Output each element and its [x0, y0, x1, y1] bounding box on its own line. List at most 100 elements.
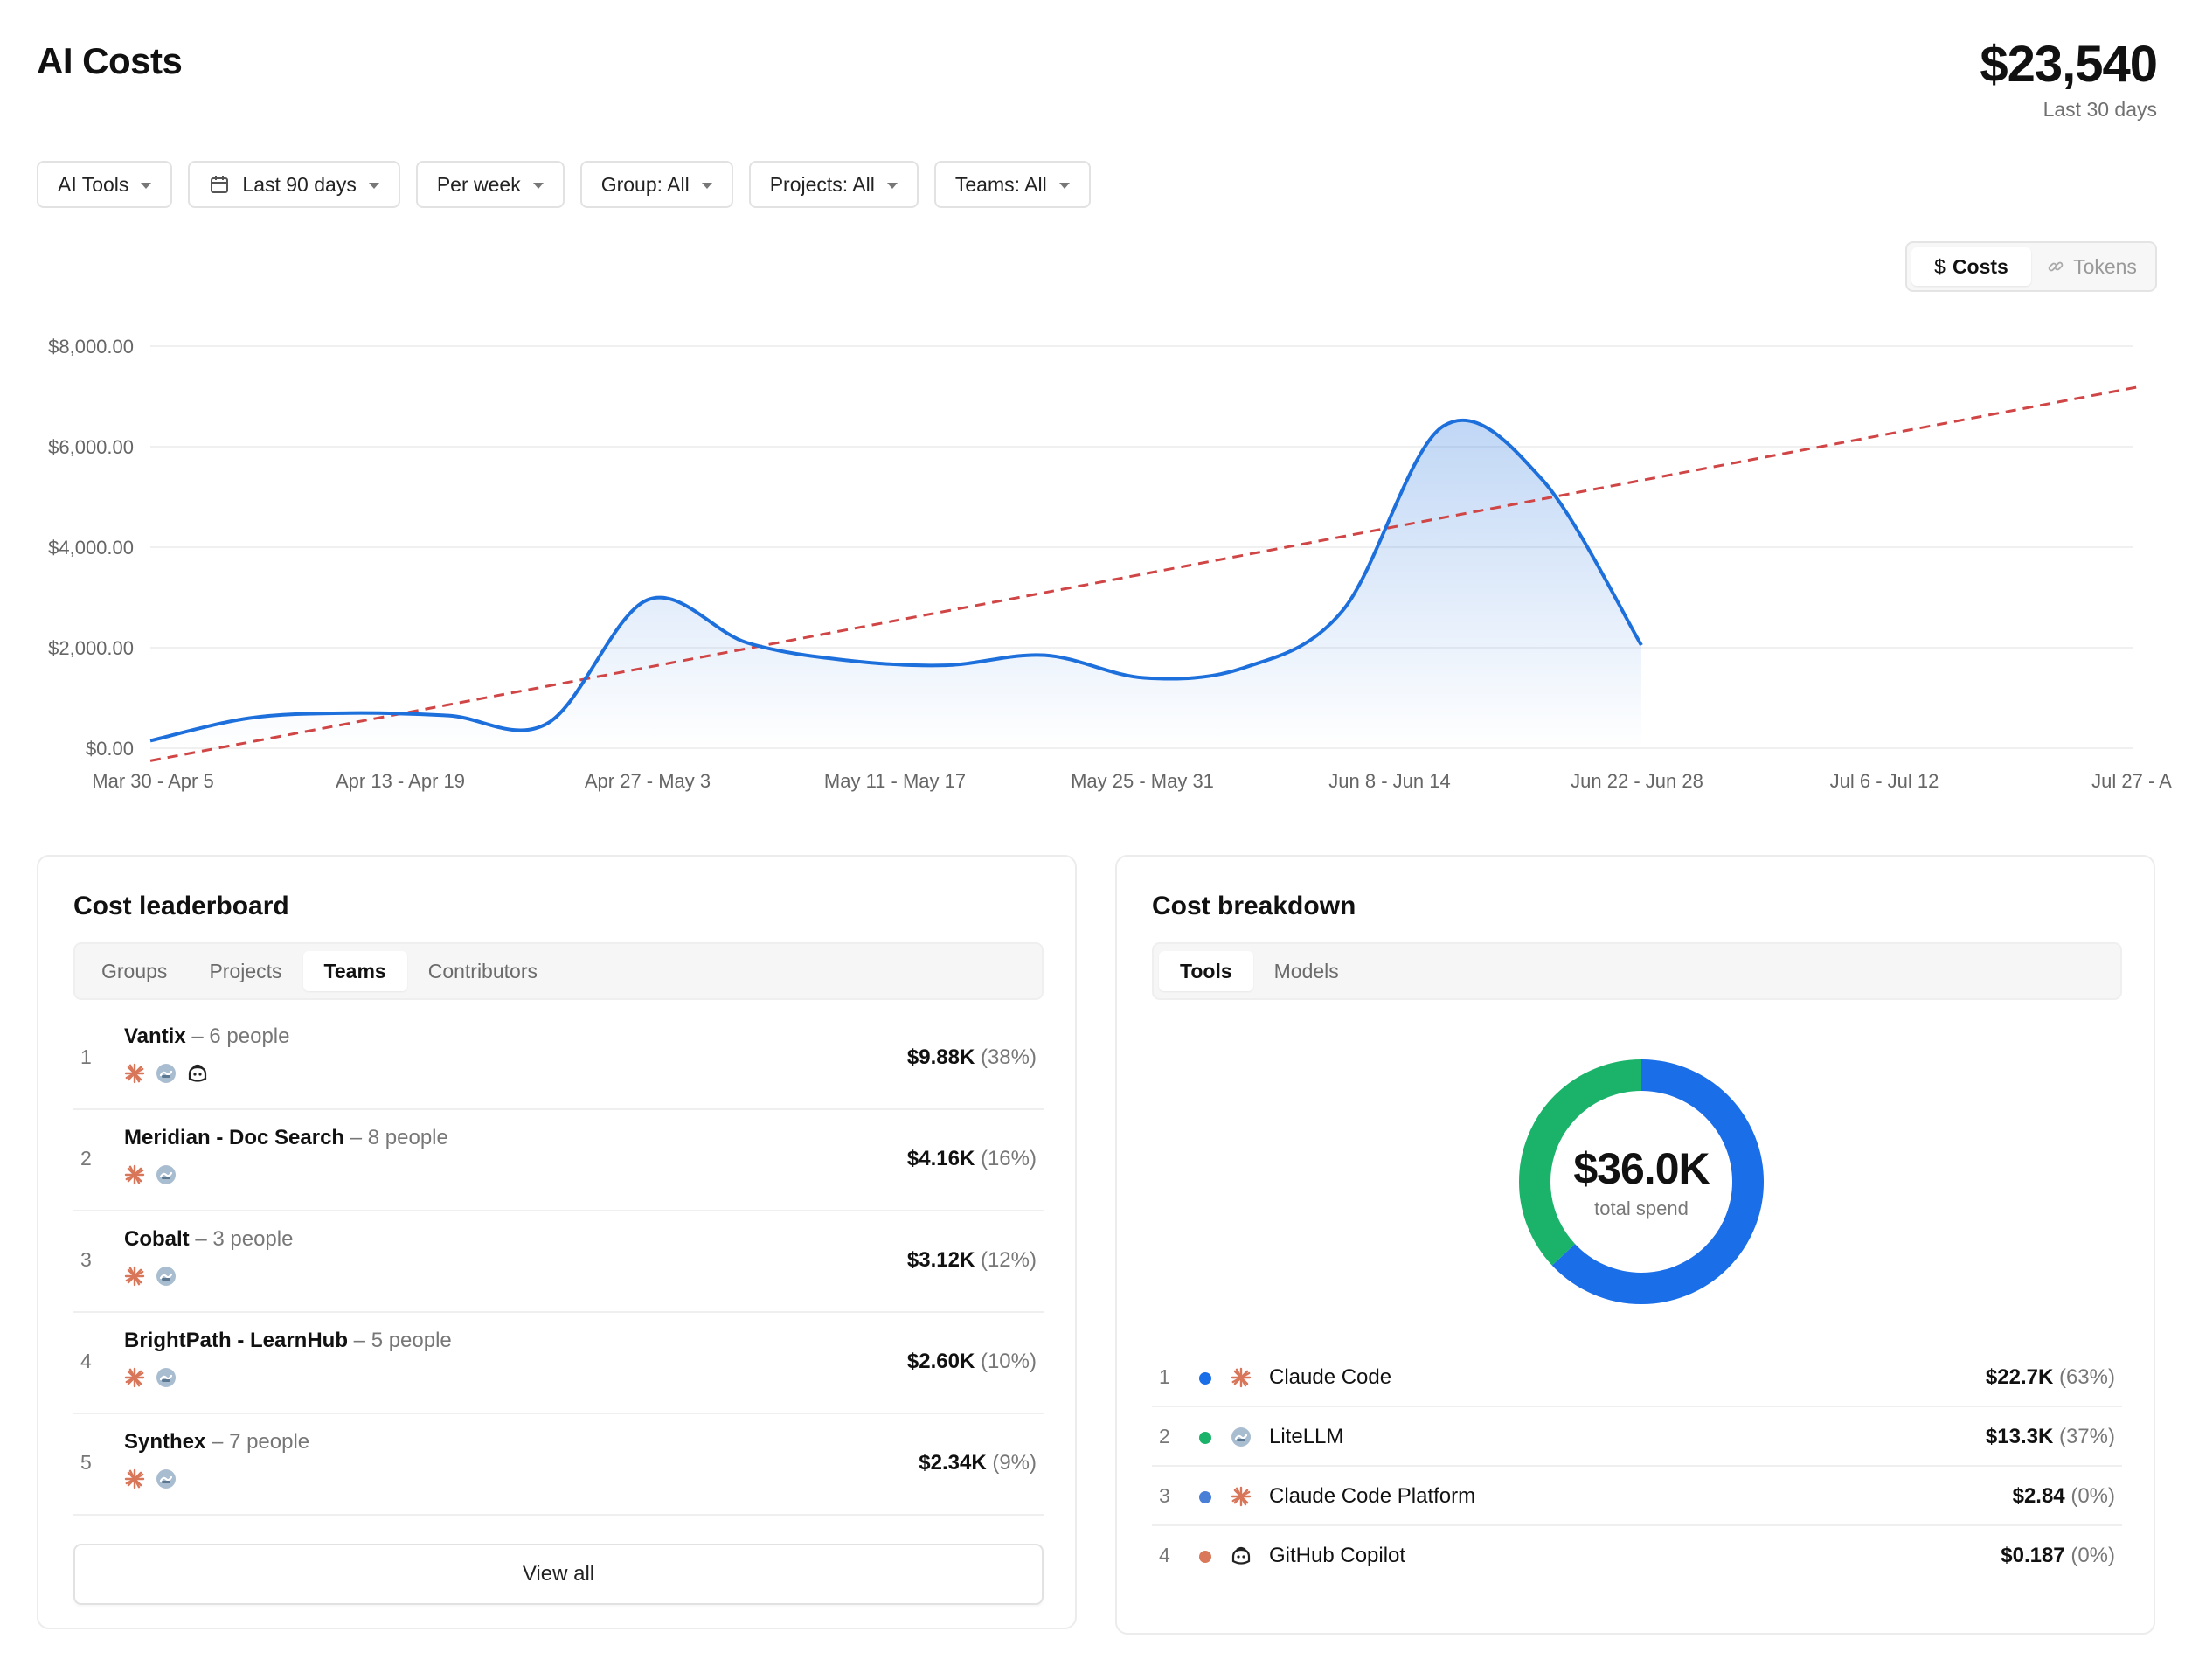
leaderboard-row[interactable]: 5 Synthex – 7 people $2.34K (9%): [73, 1414, 1044, 1516]
filter-granularity[interactable]: Per week: [415, 161, 565, 208]
cost-percent: (10%): [980, 1350, 1037, 1373]
row-team: Cobalt – 3 people: [124, 1227, 293, 1252]
claude-icon: [124, 1164, 145, 1185]
filter-group[interactable]: Group: All: [579, 161, 733, 208]
toggle-costs[interactable]: $ Costs: [1911, 247, 2031, 286]
team-people: – 3 people: [195, 1227, 294, 1251]
litellm-icon: [1231, 1427, 1252, 1447]
x-tick-label: Jun 8 - Jun 14: [1328, 770, 1450, 792]
x-tick-label: May 25 - May 31: [1071, 770, 1214, 792]
row-cost: $13.3K (37%): [1986, 1425, 2115, 1449]
breakdown-row[interactable]: 1 Claude Code $22.7K (63%): [1152, 1348, 2122, 1407]
tool-name: Claude Code: [1269, 1365, 1392, 1389]
leaderboard-row[interactable]: 3 Cobalt – 3 people $3.12K (12%): [73, 1211, 1044, 1313]
page-title: AI Costs: [37, 40, 183, 81]
cost-percent: (12%): [980, 1248, 1037, 1272]
total-cost-value: $23,540: [1980, 36, 2158, 93]
copilot-icon: [187, 1063, 208, 1084]
team-name: Meridian - Doc Search: [124, 1126, 345, 1149]
row-cost: $3.12K (12%): [907, 1248, 1037, 1273]
team-people: – 8 people: [350, 1126, 448, 1149]
tool-icons: [124, 1468, 177, 1489]
toggle-tokens[interactable]: Tokens: [2031, 247, 2151, 286]
link-icon: [2045, 256, 2066, 277]
breakdown-row[interactable]: 3 Claude Code Platform $2.84 (0%): [1152, 1467, 2122, 1526]
claude-icon: [1231, 1367, 1252, 1388]
row-cost: $4.16K (16%): [907, 1147, 1037, 1171]
claude-icon: [124, 1468, 145, 1489]
x-tick-label: Jul 6 - Jul 12: [1830, 770, 1939, 792]
cost-area: [150, 420, 1641, 748]
tab-groups[interactable]: Groups: [101, 959, 168, 982]
x-tick-label: Apr 27 - May 3: [585, 770, 711, 792]
cost-percent: (0%): [2071, 1544, 2115, 1567]
claude-icon: [124, 1266, 145, 1287]
leaderboard-row[interactable]: 4 BrightPath - LearnHub – 5 people $2.60…: [73, 1313, 1044, 1414]
cost-value: $13.3K: [1985, 1425, 2054, 1448]
cost-percent: (37%): [2058, 1425, 2115, 1448]
total-spend-label: total spend: [1594, 1198, 1689, 1219]
cost-breakdown-card: Cost breakdown Tools Models $36.0K total…: [1115, 855, 2155, 1635]
row-cost: $2.60K (10%): [907, 1350, 1037, 1374]
filter-label: Teams: All: [954, 172, 1047, 196]
row-rank: 2: [1159, 1425, 1170, 1447]
breakdown-row[interactable]: 2 LiteLLM $13.3K (37%): [1152, 1407, 2122, 1467]
dollar-icon: $: [1934, 254, 1946, 278]
tab-teams[interactable]: Teams: [302, 951, 407, 991]
x-tick-label: Apr 13 - Apr 19: [336, 770, 465, 792]
tool-icons: [124, 1367, 177, 1388]
row-rank: 4: [1159, 1544, 1170, 1566]
breakdown-tabs: Tools Models: [1152, 942, 2122, 1000]
filter-label: Projects: All: [769, 172, 875, 196]
x-tick-label: May 11 - May 17: [824, 770, 966, 792]
row-team: Synthex – 7 people: [124, 1430, 309, 1454]
tab-contributors[interactable]: Contributors: [427, 959, 538, 982]
row-cost: $2.34K (9%): [919, 1451, 1037, 1475]
cost-value: $2.34K: [919, 1451, 987, 1475]
row-cost: $2.84 (0%): [2013, 1484, 2115, 1509]
row-rank: 1: [80, 1045, 92, 1068]
donut-segment: [1519, 1059, 1764, 1304]
filter-ai-tools[interactable]: AI Tools: [37, 161, 173, 208]
tool-icons: [124, 1164, 177, 1185]
team-name: BrightPath - LearnHub: [124, 1329, 348, 1352]
legend-dot: [1199, 1432, 1211, 1444]
team-name: Vantix: [124, 1024, 186, 1048]
chevron-down-icon: [701, 182, 712, 189]
cost-percent: (63%): [2058, 1365, 2115, 1389]
view-all-button[interactable]: View all: [73, 1544, 1044, 1605]
x-tick-label: Mar 30 - Apr 5: [92, 770, 213, 792]
tool-icons: [124, 1063, 208, 1084]
tab-projects[interactable]: Projects: [209, 959, 282, 982]
tab-models[interactable]: Models: [1273, 959, 1339, 982]
donut-center: $36.0K total spend: [1517, 1058, 1765, 1306]
leaderboard-row[interactable]: 2 Meridian - Doc Search – 8 people $4.16…: [73, 1110, 1044, 1211]
tab-tools[interactable]: Tools: [1159, 951, 1253, 991]
filter-label: AI Tools: [58, 172, 129, 196]
tool-name: LiteLLM: [1269, 1425, 1344, 1448]
y-tick-label: $4,000.00: [48, 537, 134, 559]
cost-percent: (38%): [980, 1045, 1037, 1069]
donut-chart: [1519, 1059, 1764, 1304]
y-tick-label: $6,000.00: [48, 436, 134, 458]
chevron-down-icon: [141, 182, 152, 189]
cost-value: $0.187: [2001, 1544, 2065, 1567]
y-tick-label: $2,000.00: [48, 637, 134, 659]
breakdown-row[interactable]: 4 GitHub Copilot $0.187 (0%): [1152, 1526, 2122, 1586]
team-people: – 7 people: [212, 1430, 310, 1454]
row-cost: $0.187 (0%): [2001, 1544, 2115, 1568]
row-rank: 2: [80, 1147, 92, 1170]
leaderboard-row[interactable]: 1 Vantix – 6 people $9.88K (38%): [73, 1009, 1044, 1110]
row-cost: $9.88K (38%): [907, 1045, 1037, 1070]
filter-teams[interactable]: Teams: All: [933, 161, 1091, 208]
cost-value: $22.7K: [1985, 1365, 2054, 1389]
toggle-costs-label: Costs: [1952, 254, 2008, 278]
filter-date-range[interactable]: Last 90 days: [188, 161, 400, 208]
team-name: Synthex: [124, 1430, 206, 1454]
litellm-icon: [156, 1468, 177, 1489]
chevron-down-icon: [532, 182, 544, 189]
claude-icon: [124, 1063, 145, 1084]
cost-chart: $8,000.00 $6,000.00 $4,000.00 $2,000.00 $0.0…: [48, 336, 2172, 792]
row-rank: 1: [1159, 1365, 1170, 1388]
filter-projects[interactable]: Projects: All: [748, 161, 919, 208]
